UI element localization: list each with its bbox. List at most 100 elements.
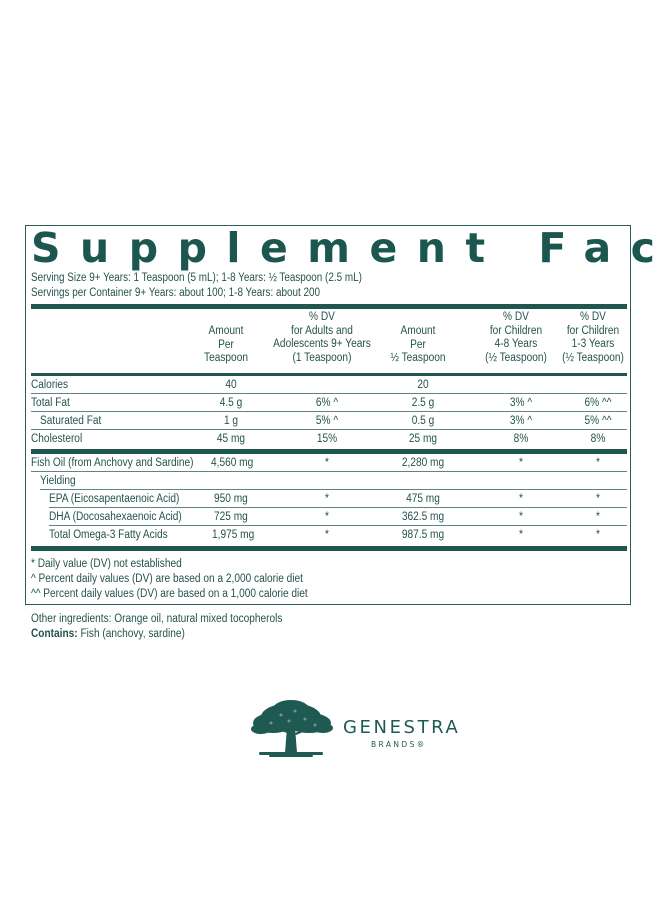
header-line: 4-8 Years: [494, 338, 538, 350]
serving-size: Serving Size 9+ Years: 1 Teaspoon (5 mL)…: [31, 272, 362, 284]
row-divider: [31, 411, 627, 412]
amount-per-teaspoon: 1 g: [223, 415, 239, 427]
ingredient-name: Total Omega-3 Fatty Acids: [49, 529, 168, 541]
brand-subtitle: BRANDS®: [371, 740, 427, 749]
header-line: Amount: [208, 325, 244, 337]
header-line: for Adults and: [291, 324, 353, 337]
dv-adults: 6% ^: [315, 397, 339, 409]
footnote-1000-calorie: ^^ Percent daily values (DV) are based o…: [31, 588, 308, 600]
amount-per-half-teaspoon: 20: [417, 379, 429, 391]
header-line: Per: [410, 338, 426, 351]
dv-children-4-8: 8%: [513, 433, 529, 445]
nutrient-name: Cholesterol: [31, 433, 83, 445]
amount-per-half-teaspoon: 475 mg: [406, 493, 440, 505]
row-divider: [31, 429, 627, 430]
ingredient-row-yielding: Yielding: [31, 473, 627, 490]
dv-adults: *: [325, 511, 329, 523]
contains-label: Contains:: [31, 628, 78, 640]
col-header-dv-children-4-8: % DV for Children 4-8 Years (½ Teaspoon): [466, 311, 566, 365]
header-line: Adolescents 9+ Years: [273, 338, 371, 350]
dv-children-1-3: 6% ^^: [584, 397, 612, 409]
amount-per-teaspoon: 1,975 mg: [212, 529, 255, 541]
dv-children-4-8: *: [519, 493, 523, 505]
amount-per-teaspoon: 725 mg: [214, 511, 248, 523]
dv-adults: 5% ^: [315, 415, 339, 427]
servings-per-container: Servings per Container 9+ Years: about 1…: [31, 287, 320, 299]
oak-tree-icon: [251, 700, 333, 757]
footnote-dv-not-established: * Daily value (DV) not established: [31, 558, 182, 570]
footnotes: * Daily value (DV) not established ^ Per…: [31, 557, 308, 602]
amount-per-half-teaspoon: 2.5 g: [411, 397, 435, 409]
amount-per-half-teaspoon: 362.5 mg: [401, 511, 445, 523]
header-line: for Children: [566, 324, 620, 337]
col-header-amount-half-teaspoon: Amount Per ½ Teaspoon: [368, 325, 468, 366]
header-line: % DV: [309, 311, 335, 323]
amount-per-teaspoon: 4.5 g: [219, 397, 243, 409]
ingredient-row-epa: EPA (Eicosapentaenoic Acid) 950 mg * 475…: [31, 491, 627, 508]
divider-thick: [31, 304, 627, 309]
dv-children-1-3: *: [596, 511, 600, 523]
dv-children-4-8: 3% ^: [509, 415, 533, 427]
dv-children-1-3: *: [596, 457, 600, 469]
footnote-2000-calorie: ^ Percent daily values (DV) are based on…: [31, 573, 303, 585]
header-line: % DV: [503, 311, 529, 323]
ingredient-row-total-omega-3: Total Omega-3 Fatty Acids 1,975 mg * 987…: [31, 527, 627, 544]
amount-per-teaspoon: 45 mg: [216, 433, 246, 445]
col-header-dv-adults: % DV for Adults and Adolescents 9+ Years…: [252, 311, 392, 365]
divider-thick: [31, 546, 627, 551]
amount-per-teaspoon: 40: [225, 379, 237, 391]
col-header-amount-teaspoon: Amount Per Teaspoon: [176, 325, 276, 366]
contains-value: Fish (anchovy, sardine): [77, 628, 185, 640]
amount-per-half-teaspoon: 987.5 mg: [401, 529, 445, 541]
row-divider: [40, 489, 627, 490]
dv-children-4-8: *: [519, 529, 523, 541]
dv-adults: *: [325, 529, 329, 541]
dv-children-1-3: *: [596, 529, 600, 541]
dv-adults: 15%: [316, 433, 338, 445]
ingredient-name: Fish Oil (from Anchovy and Sardine): [31, 457, 194, 469]
divider-header: [31, 373, 627, 376]
brand-name: GENESTRA: [343, 717, 461, 738]
ingredient-row-dha: DHA (Docosahexaenoic Acid) 725 mg * 362.…: [31, 509, 627, 526]
header-line: % DV: [580, 311, 606, 323]
ingredient-row-fish-oil: Fish Oil (from Anchovy and Sardine) 4,56…: [31, 455, 627, 472]
amount-per-half-teaspoon: 2,280 mg: [401, 457, 445, 469]
serving-info: Serving Size 9+ Years: 1 Teaspoon (5 mL)…: [31, 271, 362, 301]
nutrient-row-cholesterol: Cholesterol 45 mg 15% 25 mg 8% 8%: [31, 431, 627, 448]
row-divider: [31, 393, 627, 394]
supplement-facts-panel: Supplement Facts Serving Size 9+ Years: …: [25, 224, 660, 605]
nutrient-row-calories: Calories 40 20: [31, 377, 627, 394]
nutrient-row-saturated-fat: Saturated Fat 1 g 5% ^ 0.5 g 3% ^ 5% ^^: [31, 413, 627, 430]
header-line: (1 Teaspoon): [292, 351, 352, 364]
amount-per-teaspoon: 4,560 mg: [211, 457, 254, 469]
panel-title: Supplement Facts: [31, 224, 660, 272]
nutrient-row-total-fat: Total Fat 4.5 g 6% ^ 2.5 g 3% ^ 6% ^^: [31, 395, 627, 412]
row-divider: [31, 471, 627, 472]
header-line: ½ Teaspoon: [390, 352, 446, 364]
ingredient-name: DHA (Docosahexaenoic Acid): [49, 511, 182, 523]
dv-children-1-3: 5% ^^: [584, 415, 612, 427]
header-line: for Children: [489, 324, 543, 337]
row-divider: [49, 507, 627, 508]
amount-per-half-teaspoon: 0.5 g: [411, 415, 435, 427]
ingredient-name: Yielding: [40, 475, 76, 487]
dv-adults: *: [325, 457, 329, 469]
dv-children-1-3: 8%: [590, 433, 606, 445]
dv-children-4-8: *: [519, 511, 523, 523]
header-line: (½ Teaspoon): [485, 351, 547, 364]
genestra-brands-logo: GENESTRA BRANDS®: [245, 697, 458, 761]
divider-thick: [31, 449, 627, 454]
amount-per-teaspoon: 950 mg: [214, 493, 248, 505]
contains-line: Contains: Fish (anchovy, sardine): [31, 627, 282, 642]
row-divider: [49, 525, 627, 526]
header-line: (½ Teaspoon): [562, 351, 624, 364]
dv-children-1-3: *: [596, 493, 600, 505]
dv-children-4-8: *: [519, 457, 523, 469]
header-line: Per: [218, 338, 234, 351]
header-line: Teaspoon: [204, 352, 248, 364]
other-ingredients-block: Other ingredients: Orange oil, natural m…: [31, 612, 282, 642]
nutrient-name: Saturated Fat: [40, 415, 102, 427]
header-line: Amount: [400, 325, 436, 337]
ingredient-name: EPA (Eicosapentaenoic Acid): [49, 493, 180, 505]
amount-per-half-teaspoon: 25 mg: [408, 433, 438, 445]
